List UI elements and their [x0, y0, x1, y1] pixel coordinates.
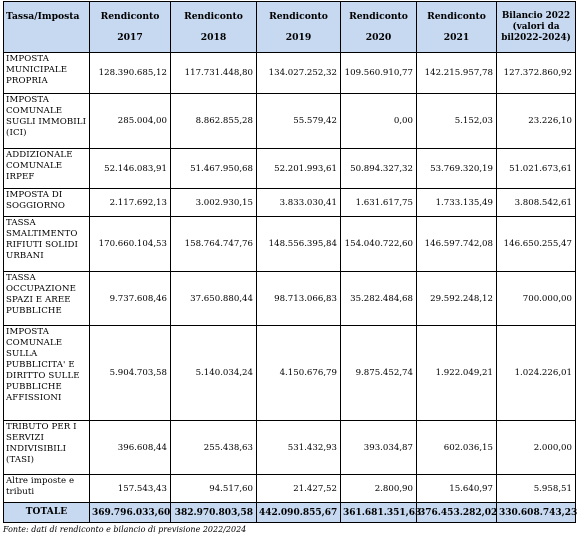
table-row: IMPOSTA COMUNALE SULLA PUBBLICITA' E DIR…: [3, 325, 576, 421]
row-label: TASSA SMALTIMENTO RIFIUTI SOLIDI URBANI: [3, 216, 90, 272]
row-label: IMPOSTA MUNICIPALE PROPRIA: [3, 52, 90, 94]
header-tax-type: Tassa/Imposta: [3, 1, 90, 53]
header-rendiconto-2020: Rendiconto 2020: [340, 1, 417, 53]
cell-value: 154.040.722,60: [340, 216, 417, 272]
cell-value: 2.800,90: [340, 474, 417, 503]
table-row: IMPOSTA DI SOGGIORNO 2.117.692,13 3.002.…: [3, 188, 576, 217]
cell-value: 35.282.484,68: [340, 271, 417, 326]
cell-value: 127.372.860,92: [496, 52, 576, 94]
cell-value: 142.215.957,78: [416, 52, 497, 94]
row-label: Altre imposte e tributi: [3, 474, 90, 503]
header-row: Tassa/Imposta Rendiconto 2017 Rendiconto 2…: [3, 1, 576, 53]
header-bilancio-2022: Bilancio 2022 (valori da bil2022-2024): [496, 1, 576, 53]
table-row: IMPOSTA MUNICIPALE PROPRIA 128.390.685,1…: [3, 52, 576, 94]
cell-value: 3.808.542,61: [496, 188, 576, 217]
table-body: IMPOSTA MUNICIPALE PROPRIA 128.390.685,1…: [3, 52, 577, 523]
cell-value: 158.764.747,76: [170, 216, 257, 272]
cell-value: 52.146.083,91: [89, 148, 171, 189]
cell-value: 1.024.226,01: [496, 325, 576, 421]
row-label: TRIBUTO PER I SERVIZI INDIVISIBILI (TASI…: [3, 420, 90, 475]
cell-value: 5.152,03: [416, 93, 497, 149]
cell-value: 3.002.930,15: [170, 188, 257, 217]
cell-value: 117.731.448,80: [170, 52, 257, 94]
cell-value: 51.467.950,68: [170, 148, 257, 189]
total-value: 330.608.743,23: [496, 502, 577, 523]
document-body: Tassa/Imposta Rendiconto 2017 Rendiconto 2…: [3, 1, 577, 534]
header-rendiconto-2019: Rendiconto 2019: [256, 1, 341, 53]
cell-value: 15.640,97: [416, 474, 497, 503]
row-label: IMPOSTA COMUNALE SUGLI IMMOBILI (ICI): [3, 93, 90, 149]
cell-value: 53.769.320,19: [416, 148, 497, 189]
cell-value: 285.004,00: [89, 93, 171, 149]
cell-value: 531.432,93: [256, 420, 341, 475]
cell-value: 2.117.692,13: [89, 188, 171, 217]
cell-value: 170.660.104,53: [89, 216, 171, 272]
tax-revenue-table: Tassa/Imposta Rendiconto 2017 Rendiconto 2…: [3, 1, 577, 523]
cell-value: 255.438,63: [170, 420, 257, 475]
total-value: 361.681.351,63: [340, 502, 421, 523]
table-row: ADDIZIONALE COMUNALE IRPEF 52.146.083,91…: [3, 148, 576, 189]
cell-value: 602.036,15: [416, 420, 497, 475]
cell-value: 146.597.742,08: [416, 216, 497, 272]
cell-value: 51.021.673,61: [496, 148, 576, 189]
header-rendiconto-2017: Rendiconto 2017: [89, 1, 171, 53]
cell-value: 5.958,51: [496, 474, 576, 503]
cell-value: 29.592.248,12: [416, 271, 497, 326]
cell-value: 157.543,43: [89, 474, 171, 503]
cell-value: 9.737.608,46: [89, 271, 171, 326]
cell-value: 134.027.252,32: [256, 52, 341, 94]
cell-value: 50.894.327,32: [340, 148, 417, 189]
cell-value: 1.733.135,49: [416, 188, 497, 217]
cell-value: 0,00: [340, 93, 417, 149]
table-row: Altre imposte e tributi 157.543,43 94.51…: [3, 474, 576, 503]
row-label: IMPOSTA COMUNALE SULLA PUBBLICITA' E DIR…: [3, 325, 90, 421]
cell-value: 37.650.880,44: [170, 271, 257, 326]
total-value: 369.796.033,60: [89, 502, 171, 523]
cell-value: 94.517,60: [170, 474, 257, 503]
cell-value: 5.904.703,58: [89, 325, 171, 421]
cell-value: 5.140.034,24: [170, 325, 257, 421]
cell-value: 4.150.676,79: [256, 325, 341, 421]
cell-value: 9.875.452,74: [340, 325, 417, 421]
header-rendiconto-2018: Rendiconto 2018: [170, 1, 257, 53]
cell-value: 128.390.685,12: [89, 52, 171, 94]
total-value: 442.090.855,67: [256, 502, 341, 523]
cell-value: 52.201.993,61: [256, 148, 341, 189]
cell-value: 700.000,00: [496, 271, 576, 326]
cell-value: 55.579,42: [256, 93, 341, 149]
cell-value: 109.560.910,77: [340, 52, 417, 94]
row-label: TASSA OCCUPAZIONE SPAZI E AREE PUBBLICHE: [3, 271, 90, 326]
table-row: TRIBUTO PER I SERVIZI INDIVISIBILI (TASI…: [3, 420, 576, 475]
cell-value: 393.034,87: [340, 420, 417, 475]
total-value: 376.453.282,02: [416, 502, 497, 523]
header-rendiconto-2021: Rendiconto 2021: [416, 1, 497, 53]
cell-value: 1.922.049,21: [416, 325, 497, 421]
total-label: TOTALE: [3, 502, 90, 523]
table-row: TASSA OCCUPAZIONE SPAZI E AREE PUBBLICHE…: [3, 271, 576, 326]
total-value: 382.970.803,58: [170, 502, 257, 523]
row-label: ADDIZIONALE COMUNALE IRPEF: [3, 148, 90, 189]
cell-value: 21.427,52: [256, 474, 341, 503]
cell-value: 148.556.395,84: [256, 216, 341, 272]
row-label: IMPOSTA DI SOGGIORNO: [3, 188, 90, 217]
total-row: TOTALE 369.796.033,60 382.970.803,58 442…: [3, 502, 577, 523]
cell-value: 98.713.066,83: [256, 271, 341, 326]
cell-value: 146.650.255,47: [496, 216, 576, 272]
cell-value: 23.226,10: [496, 93, 576, 149]
source-note: Fonte: dati di rendiconto e bilancio di …: [3, 525, 247, 534]
cell-value: 2.000,00: [496, 420, 576, 475]
cell-value: 396.608,44: [89, 420, 171, 475]
cell-value: 1.631.617,75: [340, 188, 417, 217]
cell-value: 8.862.855,28: [170, 93, 257, 149]
cell-value: 3.833.030,41: [256, 188, 341, 217]
table-row: IMPOSTA COMUNALE SUGLI IMMOBILI (ICI) 28…: [3, 93, 576, 149]
table-row: TASSA SMALTIMENTO RIFIUTI SOLIDI URBANI …: [3, 216, 576, 272]
table-header: Tassa/Imposta Rendiconto 2017 Rendiconto 2…: [3, 1, 576, 53]
